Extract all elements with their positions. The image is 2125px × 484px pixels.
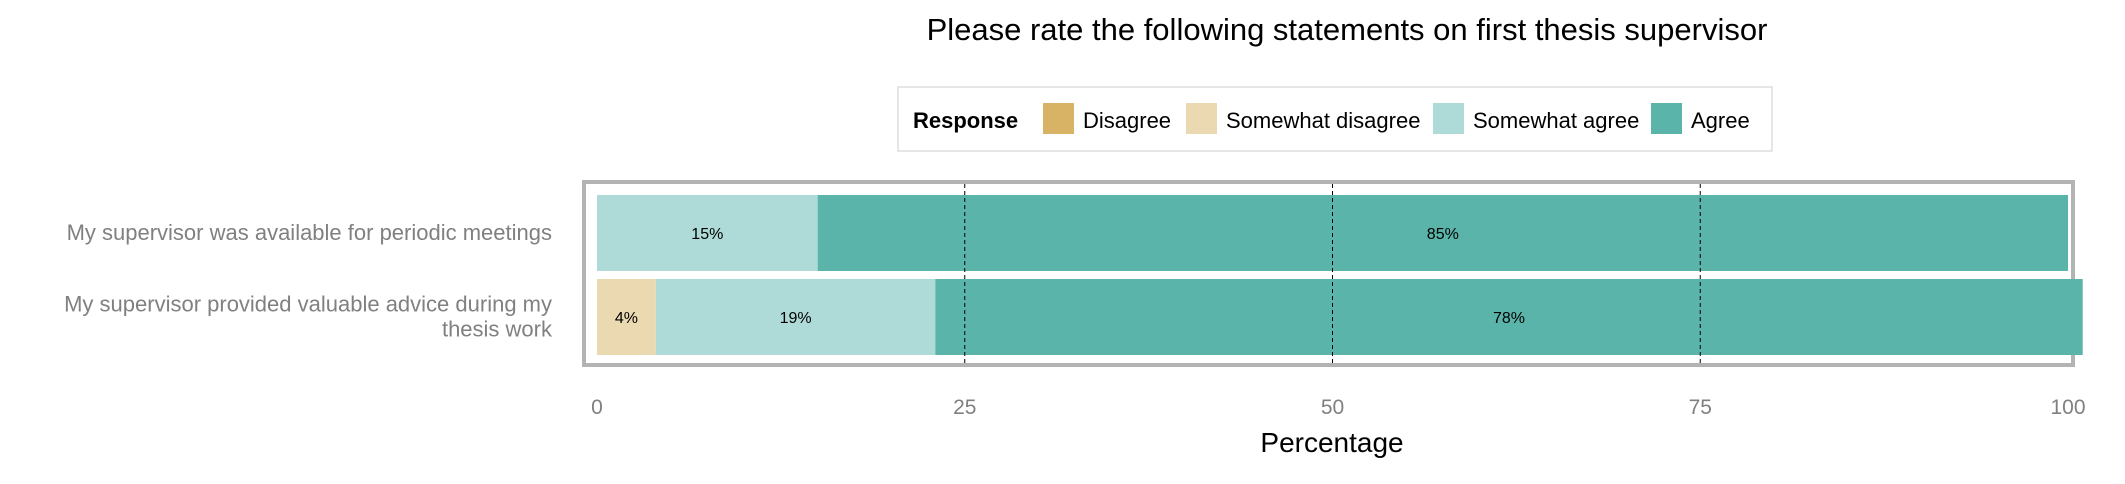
x-axis-label: Percentage — [1260, 427, 1403, 458]
legend-swatch-somewhat-agree — [1433, 103, 1464, 134]
legend-label-somewhat-disagree: Somewhat disagree — [1226, 108, 1420, 133]
bar-somewhat-agree-row-1 — [597, 195, 818, 271]
legend-label-disagree: Disagree — [1083, 108, 1171, 133]
data-label: 4% — [615, 310, 638, 327]
y-axis-label: My supervisor was available for periodic… — [67, 220, 552, 245]
legend-title: Response — [913, 108, 1018, 133]
data-label: 19% — [780, 310, 812, 327]
bar-agree-row-2 — [935, 279, 2083, 355]
legend-label-agree: Agree — [1691, 108, 1750, 133]
chart-title: Please rate the following statements on … — [927, 12, 1768, 47]
legend: Response Disagree Somewhat disagree Somewh… — [897, 86, 1773, 152]
plot-area: 15% 85% 4% 19% 78% — [582, 180, 2083, 367]
data-label: 78% — [1493, 310, 1525, 327]
legend-swatch-somewhat-disagree — [1186, 103, 1217, 134]
x-tick-label: 50 — [1321, 396, 1344, 419]
legend-label-somewhat-agree: Somewhat agree — [1473, 108, 1639, 133]
data-label: 15% — [691, 226, 723, 243]
x-tick-label: 100 — [2050, 396, 2085, 419]
y-axis-label: thesis work — [442, 317, 553, 342]
bar-agree-row-1 — [817, 195, 2068, 271]
data-label: 85% — [1427, 226, 1459, 243]
bar-somewhat-disagree-row-2 — [597, 279, 656, 355]
y-axis-label: My supervisor provided valuable advice d… — [64, 292, 552, 317]
legend-swatch-disagree — [1043, 103, 1074, 134]
x-tick-label: 75 — [1689, 396, 1712, 419]
x-tick-label: 25 — [953, 396, 976, 419]
bar-somewhat-agree-row-2 — [655, 279, 936, 355]
x-tick-label: 0 — [591, 396, 603, 419]
legend-swatch-agree — [1651, 103, 1682, 134]
